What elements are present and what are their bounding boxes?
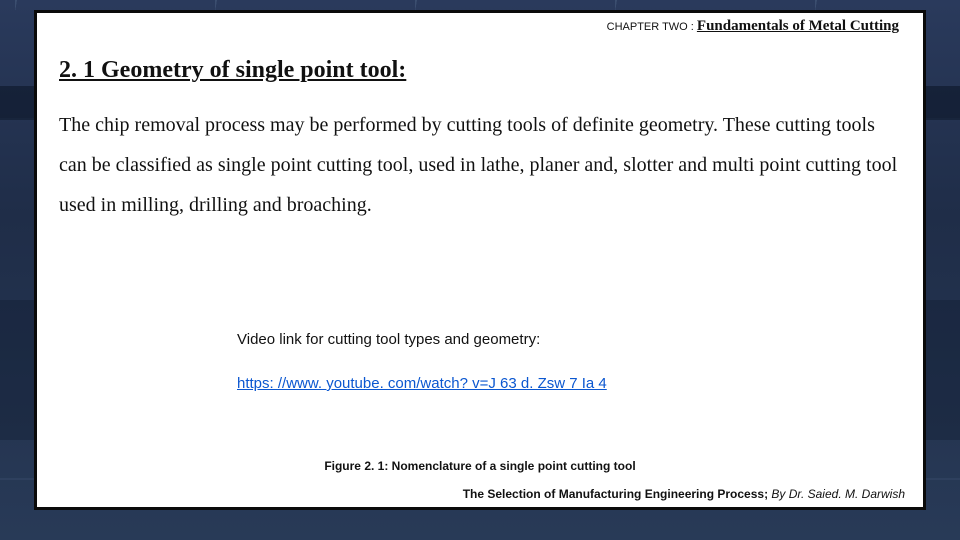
footer-book: The Selection of Manufacturing Engineeri… [463, 487, 772, 501]
figure-caption: Figure 2. 1: Nomenclature of a single po… [37, 459, 923, 473]
chapter-header: CHAPTER TWO : Fundamentals of Metal Cutt… [607, 18, 899, 35]
slide-background: CHAPTER TWO : Fundamentals of Metal Cutt… [0, 0, 960, 540]
video-link-label: Video link for cutting tool types and ge… [237, 331, 540, 348]
chapter-title-text: Fundamentals of Metal Cutting [697, 18, 899, 34]
section-body: The chip removal process may be performe… [59, 105, 901, 225]
section-heading: 2. 1 Geometry of single point tool: [59, 57, 406, 84]
video-link[interactable]: https: //www. youtube. com/watch? v=J 63… [237, 375, 607, 392]
footer-author: By Dr. Saied. M. Darwish [771, 487, 905, 501]
footer-reference: The Selection of Manufacturing Engineeri… [463, 487, 905, 501]
content-box: CHAPTER TWO : Fundamentals of Metal Cutt… [34, 10, 926, 510]
chapter-lead: CHAPTER TWO : [607, 21, 697, 33]
